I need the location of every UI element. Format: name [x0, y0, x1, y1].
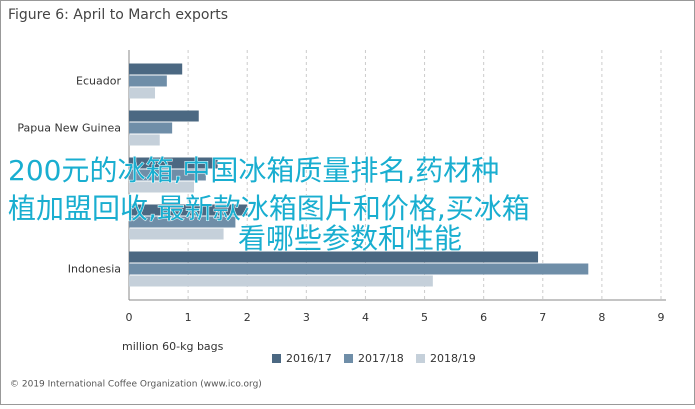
- bar: [129, 63, 183, 75]
- bar: [129, 181, 195, 193]
- x-tick-label: 0: [126, 311, 133, 324]
- x-tick-label: 3: [303, 311, 310, 324]
- y-tick-label: Indonesia: [68, 263, 121, 276]
- x-tick-label: 6: [480, 311, 487, 324]
- x-tick-label: 2: [244, 311, 251, 324]
- bar: [129, 134, 160, 146]
- bar: [129, 110, 199, 122]
- chart-title: Figure 6: April to March exports: [8, 7, 228, 23]
- overlay-text: 看哪些参数和性能: [238, 222, 462, 255]
- legend-swatch: [344, 354, 353, 363]
- legend-label: 2016/17: [286, 352, 332, 365]
- bar: [129, 87, 156, 99]
- x-tick-label: 1: [185, 311, 192, 324]
- x-axis-label: million 60-kg bags: [122, 340, 224, 353]
- bar: [129, 263, 589, 275]
- overlay-text: 植加盟回收,最新款冰箱图片和价格,买冰箱: [8, 192, 530, 225]
- x-tick-label: 4: [362, 311, 369, 324]
- bar: [129, 75, 167, 87]
- legend-label: 2018/19: [430, 352, 476, 365]
- legend-swatch: [416, 354, 425, 363]
- bar: [129, 228, 224, 240]
- bar: [129, 204, 248, 216]
- bar: [129, 122, 173, 134]
- y-tick-label: Papua New Guinea: [17, 122, 121, 135]
- x-tick-label: 9: [658, 311, 665, 324]
- x-tick-label: 5: [421, 311, 428, 324]
- x-tick-label: 8: [598, 311, 605, 324]
- bar: [129, 157, 218, 169]
- bar: [129, 216, 236, 228]
- legend-swatch: [272, 354, 281, 363]
- bar: [129, 251, 539, 263]
- bar: [129, 275, 433, 287]
- overlay-text: 200元的冰箱,中国冰箱质量排名,药材种: [8, 154, 499, 187]
- source: © 2019 International Coffee Organization…: [10, 380, 262, 390]
- legend-label: 2017/18: [358, 352, 404, 365]
- x-tick-label: 7: [539, 311, 546, 324]
- y-tick-label: Ecuador: [76, 75, 121, 88]
- bar: [129, 169, 206, 181]
